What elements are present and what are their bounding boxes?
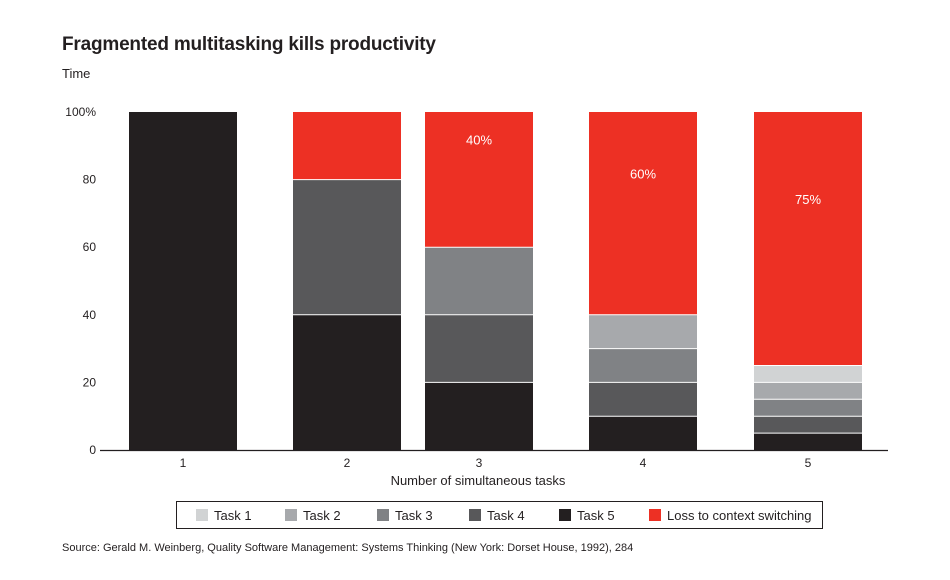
legend-label-loss-to-context-switching: Loss to context switching (667, 508, 812, 523)
y-tick-label: 60 (83, 240, 97, 254)
bar-segment-task-2 (754, 382, 862, 400)
bar-segment-loss-to-context-switching (293, 112, 401, 180)
legend-label-task-3: Task 3 (395, 508, 433, 523)
y-tick-label: 0 (89, 443, 96, 457)
loss-percentage-label: 60% (630, 166, 656, 181)
y-tick-label: 20 (83, 375, 97, 389)
legend-swatch-task-4 (469, 509, 481, 521)
bar-segment-task-3 (589, 348, 697, 383)
legend-label-task-1: Task 1 (214, 508, 252, 523)
bar-segment-task-4 (425, 314, 533, 383)
source-note: Source: Gerald M. Weinberg, Quality Soft… (62, 542, 634, 554)
legend-box (176, 501, 823, 529)
bar-segment-task-5 (293, 314, 401, 450)
x-tick-label: 1 (180, 456, 187, 470)
bar-segment-task-1 (754, 365, 862, 383)
bar-segment-task-5 (425, 382, 533, 450)
loss-percentage-label: 40% (466, 133, 492, 148)
bar-segment-task-5 (754, 433, 862, 450)
bar-segment-loss-to-context-switching (589, 112, 697, 315)
bar-segment-loss-to-context-switching (754, 112, 862, 366)
legend-swatch-loss-to-context-switching (649, 509, 661, 521)
bar-segment-task-3 (425, 247, 533, 315)
bar-segment-task-3 (754, 399, 862, 417)
y-tick-label: 40 (83, 308, 97, 322)
bar-segment-task-4 (293, 179, 401, 315)
legend-label-task-5: Task 5 (577, 508, 615, 523)
y-tick-label: 100% (65, 105, 96, 119)
legend-swatch-task-1 (196, 509, 208, 521)
bar-segment-loss-to-context-switching (425, 112, 533, 248)
bar-segment-task-5 (129, 112, 237, 450)
loss-percentage-label: 20% (334, 99, 360, 114)
bar-segment-task-4 (754, 416, 862, 434)
bar-segment-task-5 (589, 416, 697, 450)
bar-segment-task-2 (589, 314, 697, 349)
y-tick-label: 80 (83, 173, 97, 187)
loss-percentage-label: 75% (795, 192, 821, 207)
x-axis-label: Number of simultaneous tasks (391, 473, 566, 488)
x-tick-label: 2 (344, 456, 351, 470)
bar-segment-task-4 (589, 382, 697, 417)
legend-swatch-task-3 (377, 509, 389, 521)
legend-label-task-4: Task 4 (487, 508, 525, 523)
x-tick-label: 3 (476, 456, 483, 470)
stacked-bar-chart: 0 20 40 60 80 100% 1 20% 2 40% 3 60% 4 75% 5 Number of … (65, 99, 888, 529)
y-axis-label: Time (62, 66, 91, 81)
legend-swatch-task-5 (559, 509, 571, 521)
legend-swatch-task-2 (285, 509, 297, 521)
x-tick-label: 4 (640, 456, 647, 470)
chart-title: Fragmented multitasking kills productivi… (62, 34, 436, 55)
x-tick-label: 5 (805, 456, 812, 470)
legend-label-task-2: Task 2 (303, 508, 341, 523)
